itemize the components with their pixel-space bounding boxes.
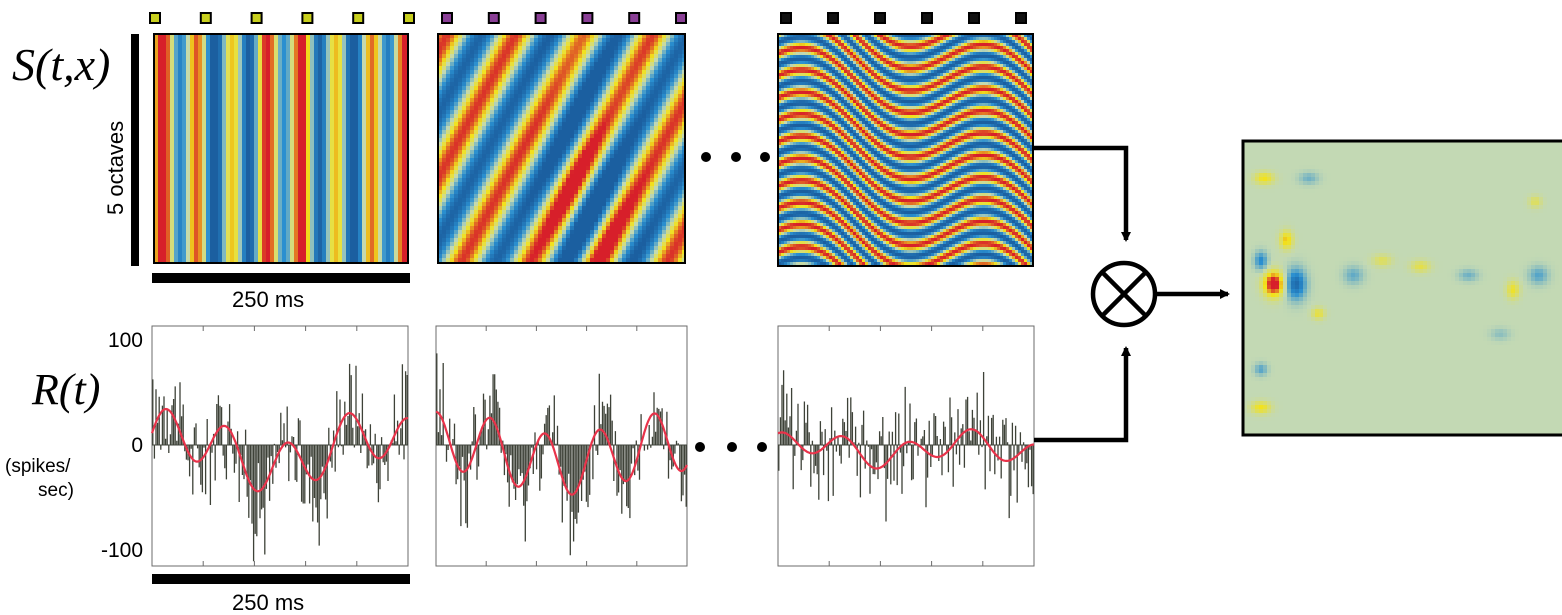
marker-square (199, 12, 212, 24)
response-panel-1 (150, 325, 409, 567)
marker-square (352, 12, 365, 24)
marker-square (780, 12, 792, 24)
response-connector-arrow (1034, 346, 1131, 443)
marker-square (827, 12, 839, 24)
marker-square (968, 12, 980, 24)
multiply-icon (1090, 260, 1158, 328)
tick-label-100: 100 (108, 329, 143, 352)
marker-square (301, 12, 314, 24)
marker-square (487, 12, 500, 24)
marker-square (921, 12, 933, 24)
ellipsis-bottom (695, 442, 767, 452)
strf-panel-frame (1241, 139, 1562, 437)
tick-label-0: 0 (131, 434, 143, 457)
stimulus-panel-1 (154, 34, 408, 263)
stimulus-panel-3-frame (777, 33, 1034, 267)
stimulus-panel-2-frame (437, 33, 686, 264)
stimulus-time-label: 250 ms (232, 287, 304, 312)
response-label: R(t) (31, 365, 100, 414)
marker-square (250, 12, 263, 24)
marker-square (1015, 12, 1027, 24)
response-panel-2 (435, 325, 688, 567)
marker-square (874, 12, 886, 24)
stimulus-panel-1-frame (153, 33, 409, 264)
ellipsis-top (701, 152, 770, 162)
response-time-label: 250 ms (232, 590, 304, 615)
stimulus-connector-arrow (1034, 145, 1131, 242)
marker-square (403, 12, 415, 24)
response-units-line-1: (spikes/ (5, 456, 71, 477)
marker-square (149, 12, 161, 24)
marker-square (534, 12, 547, 24)
stimulus-label: S(t,x) (12, 39, 110, 90)
marker-square (441, 12, 453, 24)
tick-label-minus-100: -100 (101, 539, 143, 562)
strf-panel (1243, 141, 1562, 435)
response-units-line-2: sec) (38, 480, 74, 501)
response-panel-3 (777, 325, 1035, 567)
marker-square (628, 12, 641, 24)
stimulus-panel-2 (438, 34, 685, 263)
stimulus-panel-3 (778, 34, 1033, 266)
marker-square (581, 12, 594, 24)
stimulus-markers (149, 12, 1027, 24)
marker-square (675, 12, 687, 24)
octave-scale-label: 5 octaves (103, 121, 128, 215)
